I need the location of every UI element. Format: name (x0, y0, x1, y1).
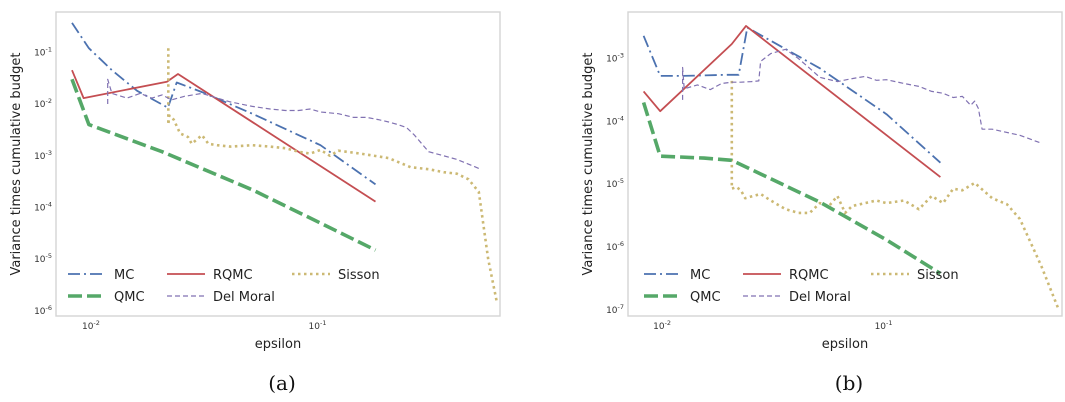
plot-area (55, 11, 501, 317)
legend-label-mc: MC (114, 268, 134, 283)
y-tick-label: 10-1 (34, 45, 52, 58)
y-tick-label: 10-4 (34, 200, 52, 213)
x-tick-label: 10-1 (875, 319, 893, 332)
figure-caption: (a) (268, 371, 296, 395)
series-line-mc (642, 26, 942, 164)
figure-caption: (b) (835, 371, 863, 395)
y-tick-label: 10-3 (34, 149, 52, 162)
chart-panel-b: 10-7 10-6 10-5 10-4 10-3 10-2 10-1 Variance tim… (581, 11, 1063, 395)
series-line-mc (71, 22, 377, 186)
legend-label-qmc: QMC (114, 290, 145, 305)
series-group (641, 24, 1061, 311)
y-tick-label: 10-2 (34, 97, 52, 110)
y-tick-label: 10-3 (606, 52, 624, 65)
legend-label-sisson: Sisson (338, 268, 380, 283)
legend: MC RQMC Sisson QMC Del Moral (644, 268, 959, 305)
x-tick-label: 10-2 (82, 319, 100, 332)
y-axis-label: Variance times cumulative budget (581, 52, 596, 275)
y-tick-label: 10-6 (34, 304, 52, 317)
legend: MC RQMC Sisson QMC Del Moral (68, 268, 380, 305)
series-line-rqmc (642, 24, 941, 178)
series-line-qmc (641, 101, 942, 276)
legend-label-sisson: Sisson (917, 268, 959, 283)
x-axis-label: epsilon (255, 337, 301, 352)
chart-panel-a: 10-6 10-5 10-4 10-3 10-2 10-1 10-2 10-1 Variance… (9, 11, 501, 395)
y-tick-label: 10-5 (606, 177, 624, 190)
series-group (70, 22, 499, 303)
series-line-qmc (70, 78, 377, 252)
legend-label-qmc: QMC (690, 290, 721, 305)
legend-label-mc: MC (690, 268, 710, 283)
y-axis-label: Variance times cumulative budget (9, 52, 24, 275)
x-tick-label: 10-1 (309, 319, 327, 332)
legend-label-del-moral: Del Moral (789, 290, 851, 305)
y-tick-label: 10-5 (34, 252, 52, 265)
series-line-rqmc (71, 69, 376, 203)
x-axis-label: epsilon (822, 337, 868, 352)
y-tick-label: 10-4 (606, 114, 624, 127)
plot-area (627, 11, 1063, 317)
y-tick-label: 10-7 (606, 303, 624, 316)
y-tick-label: 10-6 (606, 240, 624, 253)
legend-label-del-moral: Del Moral (213, 290, 275, 305)
legend-label-rqmc: RQMC (789, 268, 829, 283)
series-line-del-moral (681, 48, 1042, 144)
series-line-del-moral (107, 78, 480, 169)
x-tick-label: 10-2 (653, 319, 671, 332)
legend-label-rqmc: RQMC (213, 268, 253, 283)
